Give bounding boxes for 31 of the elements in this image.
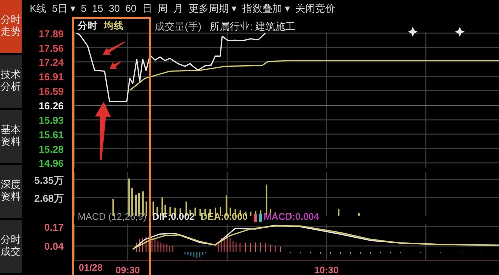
annotation: MACD (12,26,9) <box>78 212 147 223</box>
y-tick-label: 16.26 <box>38 102 64 113</box>
y-tick-label: 0.04 <box>44 242 64 254</box>
series-label: DIF:0.002 <box>152 212 195 223</box>
x-tick-label: 09:30 <box>116 266 140 275</box>
text: K线 5日 ▾ 5 15 30 60 日 周 月 更多周期 ▾ 指数叠加 ▾ 关闭竞价 <box>30 2 336 16</box>
y-tick-label: 2.68万 <box>34 194 64 205</box>
y-tick-label: 15.61 <box>38 130 64 142</box>
y-tick-label: 15.28 <box>38 144 64 156</box>
y-tick-label: 17.89 <box>38 29 64 40</box>
text: 基本资料 <box>1 124 21 148</box>
text: 分时成交 <box>1 234 21 258</box>
y-tick-label: 15.93 <box>38 116 64 128</box>
annotation: 所属行业: 建筑施工 <box>210 20 296 34</box>
text: 深度资料 <box>1 180 21 204</box>
y-tick-label: 17.24 <box>38 58 64 70</box>
y-tick-label: 16.91 <box>38 72 64 84</box>
annotation: 成交量(手) <box>155 20 202 34</box>
text: 01/28 <box>79 263 103 274</box>
text: 分时走势 <box>1 14 21 38</box>
y-tick-label: 16.59 <box>38 86 64 98</box>
text: 均线 <box>104 20 124 33</box>
text: 技术分析 <box>1 70 21 94</box>
y-tick-label: 14.96 <box>38 159 64 170</box>
legend-label: MACD:0.004 <box>262 212 320 223</box>
y-tick-label: 5.35万 <box>34 176 64 187</box>
series-label: DEA:0.000 <box>200 212 248 223</box>
x-tick-label: 10:30 <box>314 266 339 275</box>
y-tick-label: 0.17 <box>44 222 64 234</box>
series-label: 分时 <box>78 20 98 33</box>
y-tick-label: 17.56 <box>38 44 64 55</box>
